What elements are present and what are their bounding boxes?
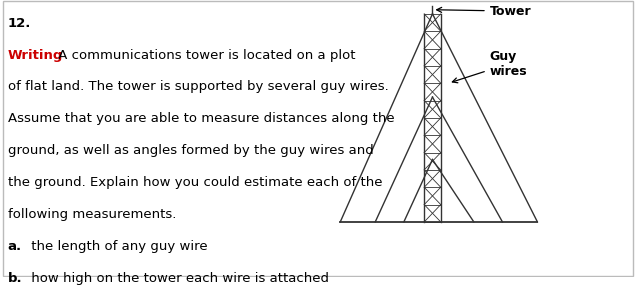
Text: Assume that you are able to measure distances along the: Assume that you are able to measure dist… xyxy=(8,112,394,125)
Text: a.: a. xyxy=(8,240,22,253)
Text: the length of any guy wire: the length of any guy wire xyxy=(27,240,207,253)
Text: Writing: Writing xyxy=(8,49,63,61)
Text: how high on the tower each wire is attached: how high on the tower each wire is attac… xyxy=(27,272,329,285)
Text: the ground. Explain how you could estimate each of the: the ground. Explain how you could estima… xyxy=(8,176,382,189)
Text: following measurements.: following measurements. xyxy=(8,208,176,221)
FancyBboxPatch shape xyxy=(3,1,633,276)
Text: b.: b. xyxy=(8,272,22,285)
Text: ground, as well as angles formed by the guy wires and: ground, as well as angles formed by the … xyxy=(8,144,373,157)
Text: 12.: 12. xyxy=(8,17,31,30)
Text: A communications tower is located on a plot: A communications tower is located on a p… xyxy=(54,49,356,61)
Text: Guy
wires: Guy wires xyxy=(452,50,527,83)
Text: of flat land. The tower is supported by several guy wires.: of flat land. The tower is supported by … xyxy=(8,80,389,94)
Text: Tower: Tower xyxy=(437,5,531,18)
